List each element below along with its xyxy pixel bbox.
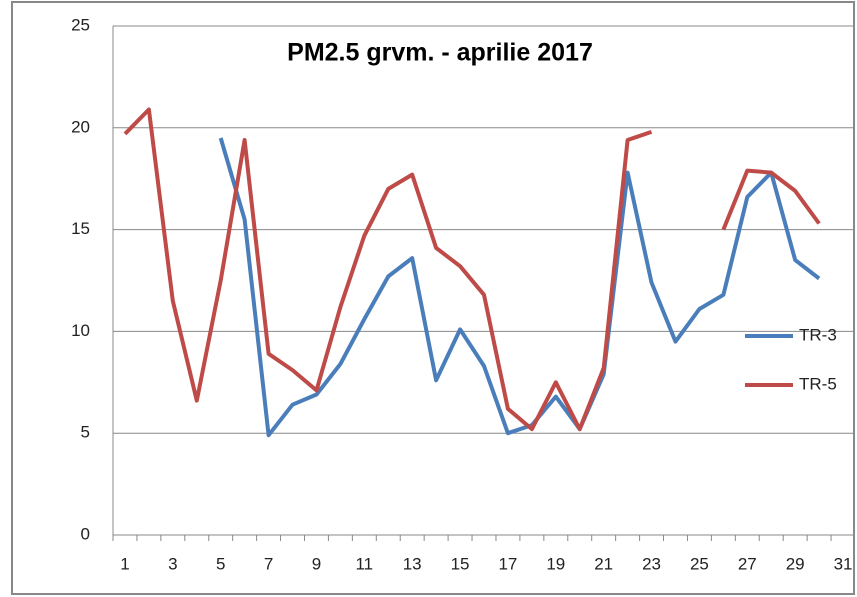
legend-label: TR-5 (799, 374, 837, 393)
y-tick-label: 20 (71, 117, 90, 136)
x-tick-label: 25 (690, 554, 709, 573)
x-tick-label: 11 (355, 554, 373, 573)
series-line (218, 137, 821, 438)
x-tick-label: 19 (546, 554, 565, 573)
legend-label: TR-3 (799, 325, 837, 344)
y-tick-label: 0 (81, 524, 90, 543)
x-tick-label: 13 (403, 554, 422, 573)
chart-frame (11, 1, 855, 595)
y-tick-label: 15 (71, 219, 90, 238)
x-tick-label: 23 (642, 554, 661, 573)
x-tick-label: 27 (738, 554, 757, 573)
x-tick-label: 3 (168, 554, 177, 573)
x-tick-label: 1 (120, 554, 129, 573)
x-tick-label: 7 (264, 554, 273, 573)
x-tick-label: 17 (498, 554, 517, 573)
x-tick-label: 29 (786, 554, 805, 573)
y-tick-label: 10 (71, 321, 90, 340)
y-tick-label: 25 (71, 15, 90, 34)
x-tick-label: 21 (594, 554, 613, 573)
y-tick-label: 5 (81, 423, 90, 442)
x-tick-label: 5 (216, 554, 225, 573)
x-tick-label: 9 (312, 554, 321, 573)
series-line (123, 107, 821, 432)
chart-title: PM2.5 grvm. - aprilie 2017 (287, 39, 593, 67)
x-tick-label: 31 (834, 554, 853, 573)
x-tick-label: 15 (451, 554, 470, 573)
